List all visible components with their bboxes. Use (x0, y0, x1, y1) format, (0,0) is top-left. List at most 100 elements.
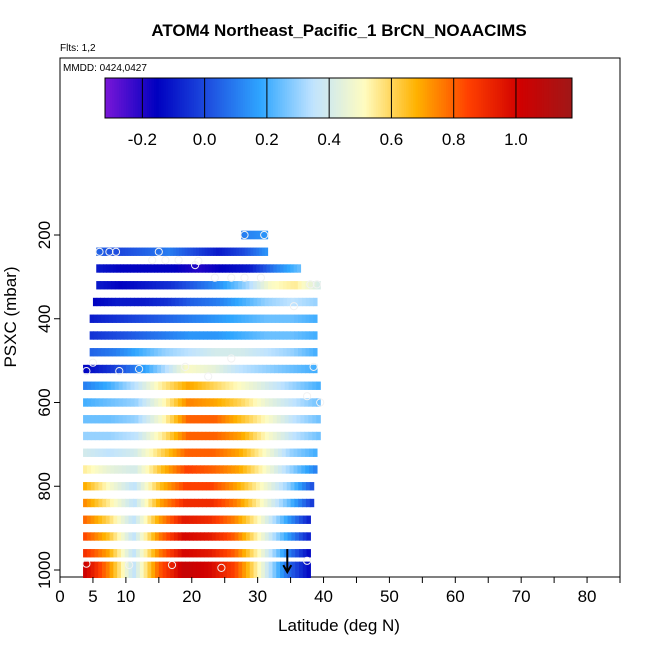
heatmap-cell (132, 549, 137, 558)
heatmap-cell (294, 331, 299, 340)
heatmap-cell (207, 364, 213, 374)
heatmap-cell (83, 381, 88, 390)
heatmap-cell (188, 364, 193, 374)
heatmap-cell (263, 314, 269, 323)
heatmap-cell (292, 398, 298, 407)
heatmap-cell (290, 348, 295, 357)
heatmap-cell (155, 532, 160, 541)
heatmap-cell (93, 331, 98, 340)
heatmap-cell (287, 532, 293, 541)
heatmap-cell (266, 364, 271, 374)
heatmap-cell (175, 482, 180, 491)
heatmap-cell (161, 465, 166, 474)
heatmap-cell (248, 482, 253, 491)
heatmap-cell (267, 498, 272, 508)
sample-point (303, 392, 312, 401)
heatmap-cell (158, 431, 163, 441)
heatmap-cell (252, 348, 257, 357)
heatmap-cell (151, 515, 156, 524)
heatmap-cell (139, 532, 145, 541)
colorbar-segment (546, 78, 550, 118)
heatmap-cell (180, 331, 185, 340)
heatmap-cell (172, 364, 178, 374)
heatmap-cell (164, 364, 170, 374)
heatmap-cell (222, 331, 227, 340)
heatmap-cell (170, 281, 176, 290)
colorbar-segment (385, 78, 389, 118)
heatmap-cell (138, 431, 143, 441)
heatmap-cell (259, 264, 264, 273)
heatmap-cell (276, 532, 281, 541)
colorbar-segment (140, 78, 143, 118)
heatmap-cell (195, 348, 201, 357)
heatmap-cell (130, 398, 136, 407)
heatmap-cell (102, 381, 108, 390)
colorbar-segment (175, 78, 178, 118)
heatmap-cell (173, 532, 179, 541)
heatmap-cell (185, 431, 191, 441)
heatmap-cell (133, 247, 137, 256)
heatmap-cell (114, 398, 120, 407)
heatmap-cell (184, 448, 189, 457)
heatmap-cell (219, 549, 224, 558)
colorbar-segment (499, 78, 503, 118)
heatmap-cell (146, 381, 151, 390)
heatmap-cell (233, 331, 238, 340)
heatmap-cell (199, 331, 204, 340)
heatmap-cell (294, 297, 299, 307)
heatmap-cell (223, 364, 228, 374)
x-tick-label: 20 (182, 587, 201, 606)
heatmap-cell (137, 465, 143, 474)
heatmap-cell (289, 364, 295, 374)
heatmap-cell (291, 515, 296, 524)
heatmap-cell (276, 415, 282, 424)
heatmap-cell (208, 281, 213, 290)
heatmap-cell (117, 532, 122, 541)
y-tick-label: 200 (35, 221, 54, 249)
heatmap-cell (162, 532, 167, 541)
heatmap-cell (302, 515, 308, 524)
heatmap-cell (227, 465, 232, 474)
heatmap-cell (201, 431, 207, 441)
heatmap-cell (260, 314, 265, 323)
heatmap-cell (190, 482, 196, 491)
heatmap-cell (149, 364, 154, 374)
heatmap-cell (99, 264, 104, 273)
heatmap-cell (121, 482, 126, 491)
heatmap-cell (290, 498, 296, 508)
heatmap-cell (288, 381, 294, 390)
heatmap-cell (154, 415, 159, 424)
colorbar-segment (156, 78, 160, 118)
heatmap-cell (189, 381, 195, 390)
heatmap-cell (244, 331, 250, 340)
heatmap-cell (114, 381, 120, 390)
heatmap-cell (94, 431, 100, 441)
heatmap-cell (157, 448, 162, 457)
heatmap-cell (145, 364, 150, 374)
heatmap-cell (306, 561, 311, 579)
heatmap-cell (83, 465, 88, 474)
heatmap-cell (173, 398, 179, 407)
heatmap-cell (187, 247, 192, 256)
heatmap-cell (186, 498, 192, 508)
heatmap-cell (181, 532, 186, 541)
heatmap-cell (133, 482, 138, 491)
heatmap-cell (174, 281, 179, 290)
heatmap-cell (205, 398, 211, 407)
heatmap-cell (203, 364, 209, 374)
heatmap-cell (178, 297, 184, 307)
heatmap-cell (213, 398, 219, 407)
heatmap-cell (233, 348, 238, 357)
y-tick-label: 600 (35, 388, 54, 416)
heatmap-cell (127, 331, 132, 340)
colorbar-segment (340, 78, 344, 118)
heatmap-cell (279, 281, 284, 290)
heatmap-cell (170, 561, 175, 579)
heatmap-cell (229, 415, 234, 424)
heatmap-cell (238, 281, 243, 290)
colorbar-segment (245, 78, 248, 118)
heatmap-cell (176, 314, 182, 323)
colorbar-segment (483, 78, 487, 118)
heatmap-cell (275, 331, 280, 340)
heatmap-cell (98, 431, 104, 441)
